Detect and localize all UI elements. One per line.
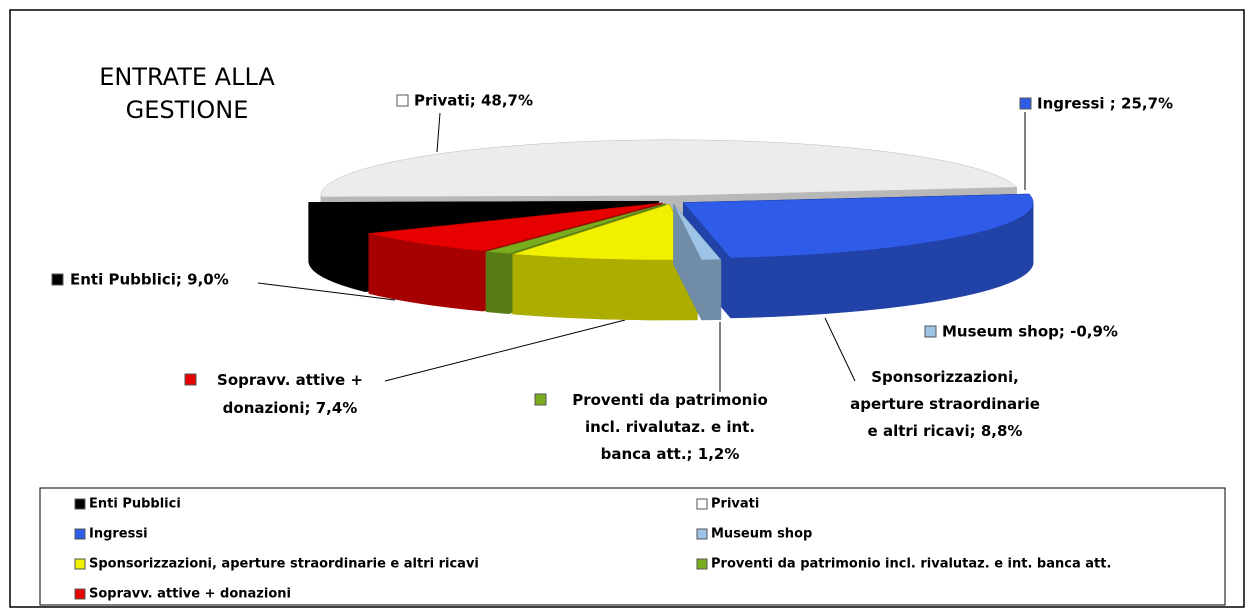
leader-line — [257, 282, 396, 301]
leader-line — [436, 112, 441, 153]
legend-label: Enti Pubblici — [89, 497, 181, 512]
legend-label: Proventi da patrimonio incl. rivalutaz. … — [711, 557, 1111, 572]
slice-side — [701, 259, 722, 321]
legend-swatch — [696, 558, 708, 570]
legend-label: Ingressi — [89, 527, 148, 542]
label-swatch — [396, 94, 409, 107]
slice — [682, 193, 1034, 259]
legend-swatch — [696, 498, 708, 510]
label-swatch — [534, 393, 547, 406]
label-swatch — [924, 325, 937, 338]
label-swatch — [184, 373, 197, 386]
slice-side — [485, 251, 510, 315]
legend-swatch — [696, 528, 708, 540]
legend-swatch — [74, 588, 86, 600]
data-label: Sopravv. attive + donazioni; 7,4% — [217, 371, 363, 417]
slice — [320, 139, 1018, 198]
slice — [673, 204, 722, 261]
data-label: Museum shop; -0,9% — [942, 323, 1118, 341]
data-label: Ingressi ; 25,7% — [1037, 95, 1173, 113]
data-label: Sponsorizzazioni, aperture straordinarie e… — [850, 368, 1040, 440]
leader-lines — [257, 112, 1026, 392]
label-swatch — [51, 273, 64, 286]
legend-label: Privati — [711, 497, 759, 512]
legend-swatch — [74, 528, 86, 540]
legend-swatch — [74, 498, 86, 510]
slice — [368, 202, 663, 252]
legend-label: Museum shop — [711, 527, 812, 542]
data-label: Enti Pubblici; 9,0% — [70, 271, 229, 289]
legend-label: Sopravv. attive + donazioni — [89, 587, 291, 602]
leader-line — [824, 317, 856, 382]
label-swatch — [1019, 97, 1032, 110]
data-label: Privati; 48,7% — [414, 92, 533, 110]
leader-line — [384, 319, 626, 382]
slice — [485, 203, 666, 255]
data-label: Proventi da patrimonio incl. rivalutaz. e… — [572, 391, 768, 463]
legend-box — [39, 487, 1226, 606]
slice-side — [512, 253, 698, 321]
legend-swatch — [74, 558, 86, 570]
chart-title: ENTRATE ALLA GESTIONE — [99, 63, 275, 124]
legend-label: Sponsorizzazioni, aperture straordinarie… — [89, 557, 479, 572]
pie — [308, 139, 1034, 321]
slice — [308, 200, 659, 232]
